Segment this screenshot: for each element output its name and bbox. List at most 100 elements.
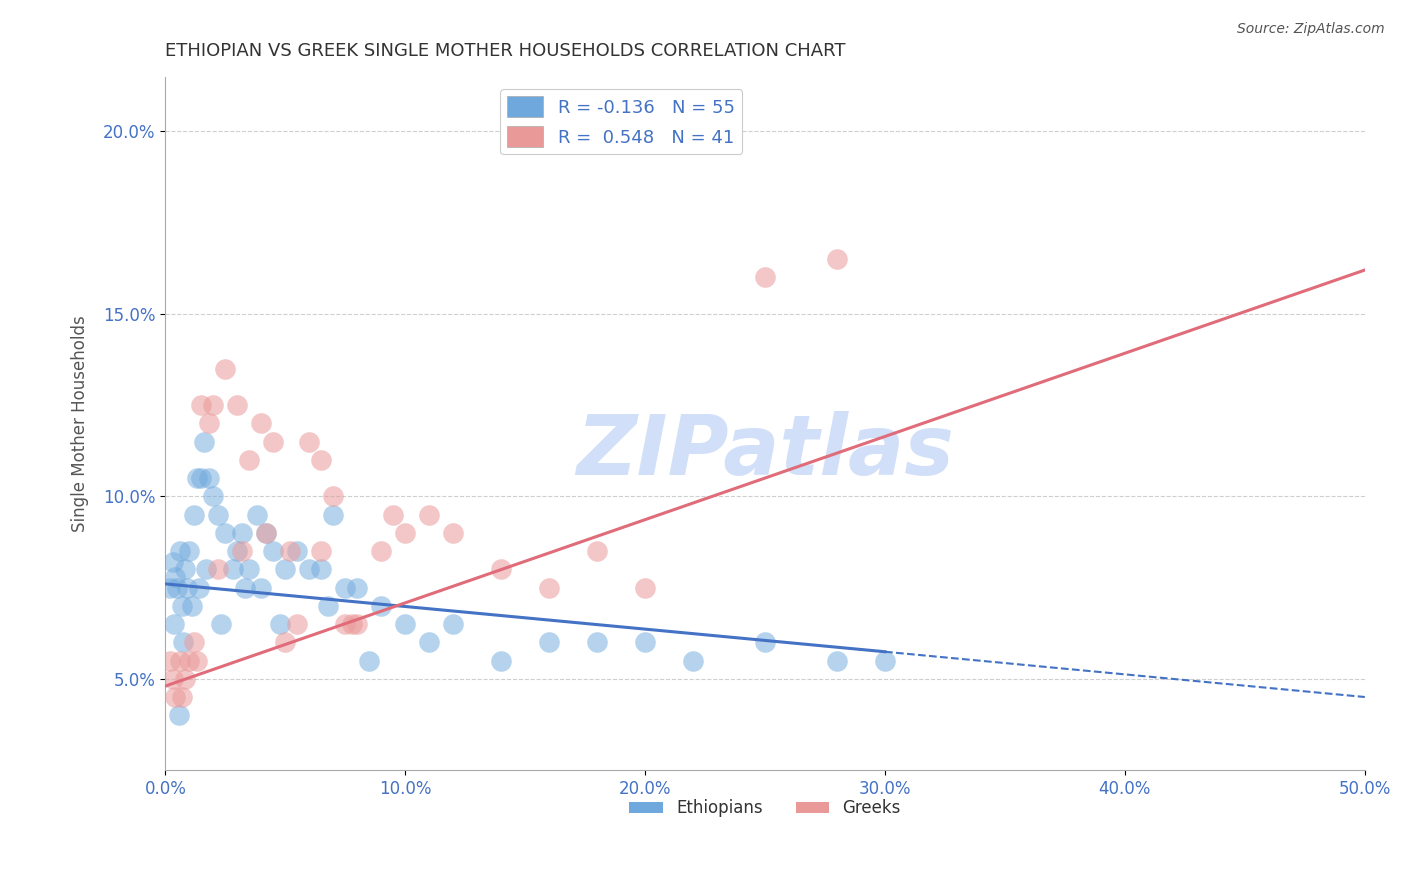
Point xyxy=(335,617,357,632)
Point xyxy=(634,635,657,649)
Point xyxy=(163,690,186,704)
Point xyxy=(169,653,191,667)
Point xyxy=(159,581,181,595)
Point xyxy=(163,617,186,632)
Point xyxy=(285,544,308,558)
Point xyxy=(318,599,340,613)
Point xyxy=(359,653,381,667)
Point xyxy=(207,562,229,576)
Point xyxy=(274,635,297,649)
Point xyxy=(274,562,297,576)
Point xyxy=(226,544,249,558)
Point xyxy=(190,398,212,412)
Point xyxy=(179,544,201,558)
Point xyxy=(214,525,236,540)
Point xyxy=(335,581,357,595)
Point xyxy=(250,581,273,595)
Point xyxy=(278,544,301,558)
Point xyxy=(682,653,704,667)
Point xyxy=(214,361,236,376)
Point xyxy=(231,544,253,558)
Point xyxy=(311,562,333,576)
Point xyxy=(193,434,215,449)
Point xyxy=(159,653,181,667)
Point xyxy=(173,672,195,686)
Point xyxy=(163,569,186,583)
Text: ZIPatlas: ZIPatlas xyxy=(576,410,955,491)
Point xyxy=(270,617,292,632)
Point xyxy=(221,562,243,576)
Point xyxy=(183,508,205,522)
Point xyxy=(873,653,896,667)
Point xyxy=(418,635,440,649)
Point xyxy=(180,599,202,613)
Point xyxy=(298,434,321,449)
Point xyxy=(254,525,277,540)
Point xyxy=(825,252,848,266)
Point xyxy=(179,653,201,667)
Point xyxy=(311,544,333,558)
Point xyxy=(173,562,195,576)
Point xyxy=(311,452,333,467)
Point xyxy=(254,525,277,540)
Point xyxy=(197,471,219,485)
Point xyxy=(172,635,194,649)
Point xyxy=(538,581,561,595)
Legend: Ethiopians, Greeks: Ethiopians, Greeks xyxy=(623,793,908,824)
Point xyxy=(166,581,188,595)
Point xyxy=(825,653,848,667)
Point xyxy=(441,617,464,632)
Point xyxy=(285,617,308,632)
Point xyxy=(382,508,405,522)
Point xyxy=(262,434,284,449)
Point xyxy=(202,398,225,412)
Point xyxy=(183,635,205,649)
Point xyxy=(262,544,284,558)
Point xyxy=(394,617,416,632)
Point xyxy=(176,581,198,595)
Point xyxy=(370,599,392,613)
Point xyxy=(342,617,364,632)
Y-axis label: Single Mother Households: Single Mother Households xyxy=(72,315,89,532)
Point xyxy=(754,635,776,649)
Point xyxy=(233,581,256,595)
Point xyxy=(238,562,260,576)
Point xyxy=(190,471,212,485)
Point xyxy=(172,690,194,704)
Point xyxy=(209,617,232,632)
Point xyxy=(634,581,657,595)
Point xyxy=(231,525,253,540)
Text: ETHIOPIAN VS GREEK SINGLE MOTHER HOUSEHOLDS CORRELATION CHART: ETHIOPIAN VS GREEK SINGLE MOTHER HOUSEHO… xyxy=(166,42,846,60)
Point xyxy=(322,508,344,522)
Point xyxy=(202,489,225,503)
Point xyxy=(538,635,561,649)
Point xyxy=(418,508,440,522)
Point xyxy=(238,452,260,467)
Point xyxy=(441,525,464,540)
Point xyxy=(162,555,184,569)
Point xyxy=(226,398,249,412)
Point xyxy=(394,525,416,540)
Point xyxy=(245,508,267,522)
Point xyxy=(298,562,321,576)
Point xyxy=(370,544,392,558)
Point xyxy=(172,599,194,613)
Point xyxy=(197,417,219,431)
Point xyxy=(167,708,190,723)
Point xyxy=(250,417,273,431)
Point xyxy=(186,471,208,485)
Point xyxy=(754,270,776,285)
Point xyxy=(195,562,218,576)
Point xyxy=(489,653,512,667)
Point xyxy=(586,544,609,558)
Point xyxy=(586,635,609,649)
Point xyxy=(346,581,368,595)
Point xyxy=(169,544,191,558)
Point xyxy=(489,562,512,576)
Point xyxy=(322,489,344,503)
Point xyxy=(162,672,184,686)
Point xyxy=(187,581,209,595)
Point xyxy=(207,508,229,522)
Text: Source: ZipAtlas.com: Source: ZipAtlas.com xyxy=(1237,22,1385,37)
Point xyxy=(186,653,208,667)
